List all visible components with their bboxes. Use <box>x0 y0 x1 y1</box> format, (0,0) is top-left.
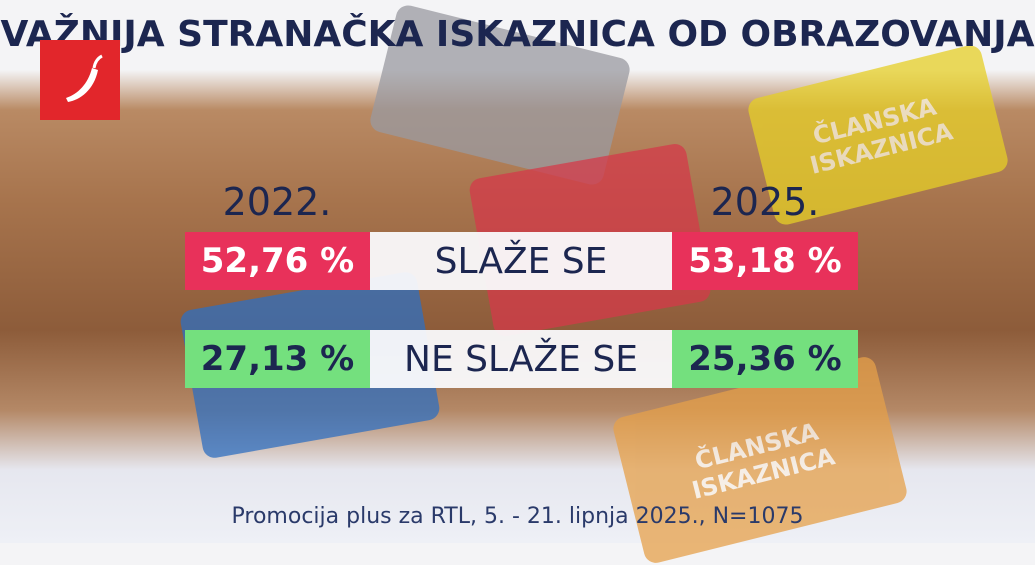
logo-icon <box>66 54 103 102</box>
value-cell: 25,36 % <box>672 330 858 388</box>
value-cell: 52,76 % <box>185 232 370 290</box>
logo <box>40 40 120 120</box>
year: 2022. <box>222 180 332 224</box>
value-cell: 53,18 % <box>672 232 858 290</box>
title: VAŽNIJA STRANAČKA ISKAZNICA OD OBRAZOVAN… <box>0 14 1035 55</box>
year: 2025. <box>710 180 820 224</box>
value-cell: 27,13 % <box>185 330 370 388</box>
source: Promocija plus za RTL, 5. - 21. lipnja 2… <box>231 504 804 529</box>
row-label: SLAŽE SE <box>370 232 672 290</box>
row-label: NE SLAŽE SE <box>370 330 672 388</box>
